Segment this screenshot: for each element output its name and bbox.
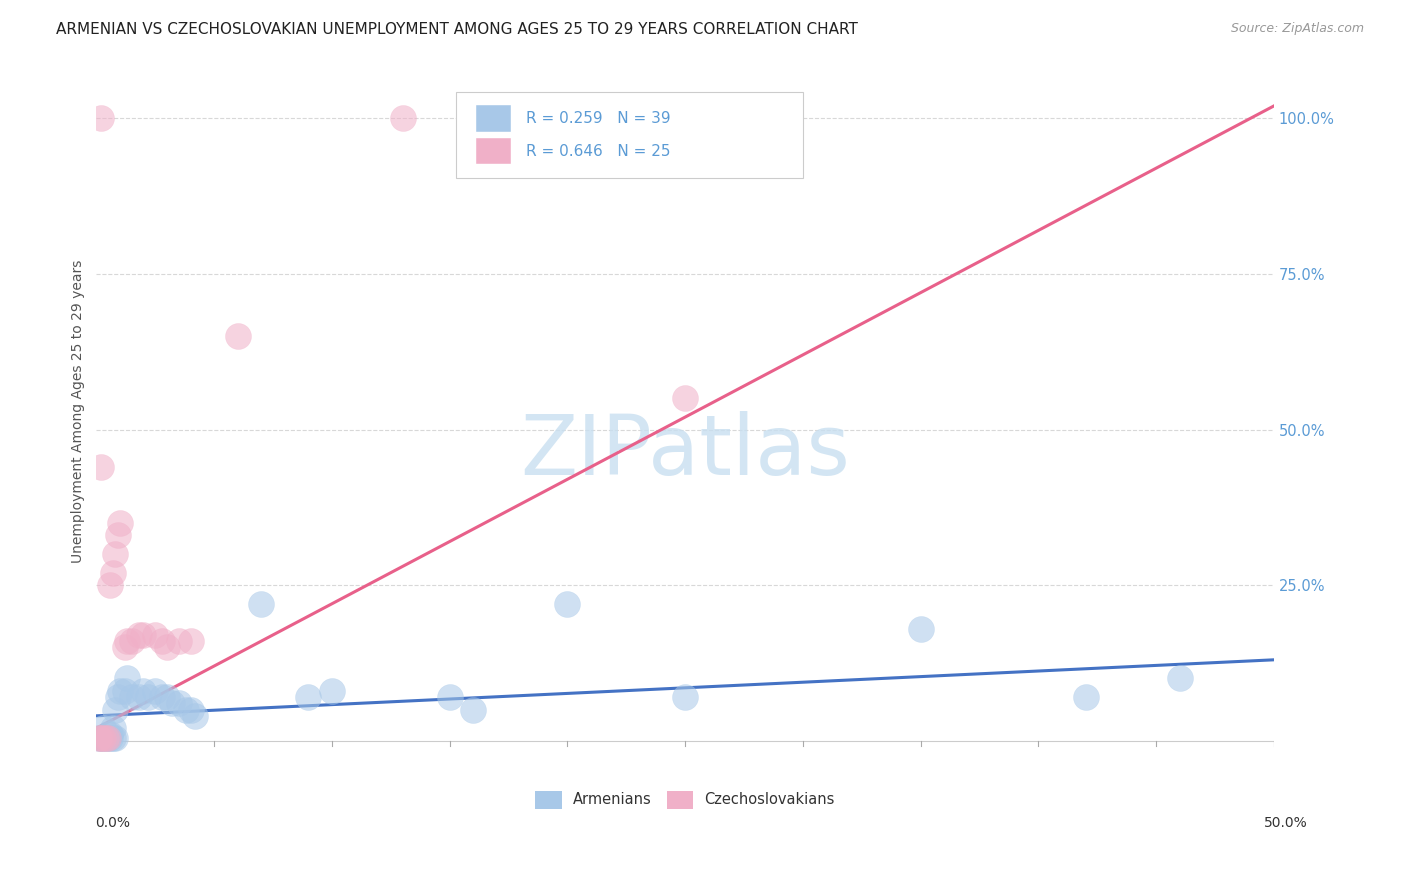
Point (128, 690, 150, 705)
Point (104, 703, 127, 717)
Point (114, 640, 136, 655)
Point (87, 731, 110, 745)
Point (1168, 672, 1191, 686)
Point (90, 112, 112, 126)
Point (90, 459, 112, 474)
Bar (475, 105, 510, 131)
Point (132, 684, 155, 698)
Text: R = 0.259   N = 39: R = 0.259 N = 39 (526, 111, 671, 126)
Point (101, 566, 124, 580)
Point (93, 731, 115, 745)
Point (115, 672, 138, 686)
Point (107, 690, 129, 705)
Point (104, 547, 127, 561)
Point (107, 528, 129, 542)
Point (174, 703, 197, 717)
Point (226, 329, 249, 343)
Point (391, 112, 413, 126)
Point (94, 731, 117, 745)
Text: 0.0%: 0.0% (96, 816, 131, 830)
Point (143, 684, 166, 698)
Point (439, 690, 461, 705)
Y-axis label: Unemployment Among Ages 25 to 29 years: Unemployment Among Ages 25 to 29 years (72, 260, 86, 563)
Point (150, 690, 173, 705)
Bar (475, 138, 510, 164)
Point (321, 684, 343, 698)
Point (180, 703, 202, 717)
Point (132, 628, 155, 642)
Point (93, 731, 115, 745)
Point (156, 640, 179, 655)
Point (557, 597, 579, 611)
Point (128, 628, 150, 642)
Text: 50.0%: 50.0% (1264, 816, 1308, 830)
Point (94, 731, 117, 745)
Point (180, 634, 202, 648)
Point (97, 727, 120, 741)
Point (250, 597, 273, 611)
Point (143, 628, 166, 642)
Point (100, 578, 122, 592)
Text: ARMENIAN VS CZECHOSLOVAKIAN UNEMPLOYMENT AMONG AGES 25 TO 29 YEARS CORRELATION C: ARMENIAN VS CZECHOSLOVAKIAN UNEMPLOYMENT… (56, 22, 858, 37)
Point (150, 634, 173, 648)
Point (673, 690, 696, 705)
Point (121, 690, 143, 705)
Point (114, 684, 136, 698)
Point (156, 690, 179, 705)
Legend: Armenians, Czechoslovakians: Armenians, Czechoslovakians (530, 785, 841, 814)
Point (297, 690, 319, 705)
Point (184, 708, 207, 723)
Point (101, 731, 124, 745)
Point (104, 731, 127, 745)
Text: Source: ZipAtlas.com: Source: ZipAtlas.com (1230, 22, 1364, 36)
Point (167, 634, 190, 648)
Point (101, 721, 124, 735)
FancyBboxPatch shape (456, 93, 803, 178)
Point (121, 634, 143, 648)
Point (1074, 690, 1097, 705)
Point (108, 684, 131, 698)
Point (93, 721, 115, 735)
Point (463, 703, 485, 717)
Point (108, 516, 131, 530)
Point (115, 634, 138, 648)
Point (97, 731, 120, 745)
Point (100, 731, 122, 745)
Point (87, 731, 110, 745)
Point (910, 622, 932, 636)
Point (97, 731, 120, 745)
Point (673, 392, 696, 406)
Point (167, 697, 190, 711)
Point (90, 731, 112, 745)
Text: ZIPatlas: ZIPatlas (520, 411, 851, 492)
Point (100, 727, 122, 741)
Point (90, 731, 112, 745)
Point (136, 690, 159, 705)
Text: R = 0.646   N = 25: R = 0.646 N = 25 (526, 144, 671, 159)
Point (160, 697, 183, 711)
